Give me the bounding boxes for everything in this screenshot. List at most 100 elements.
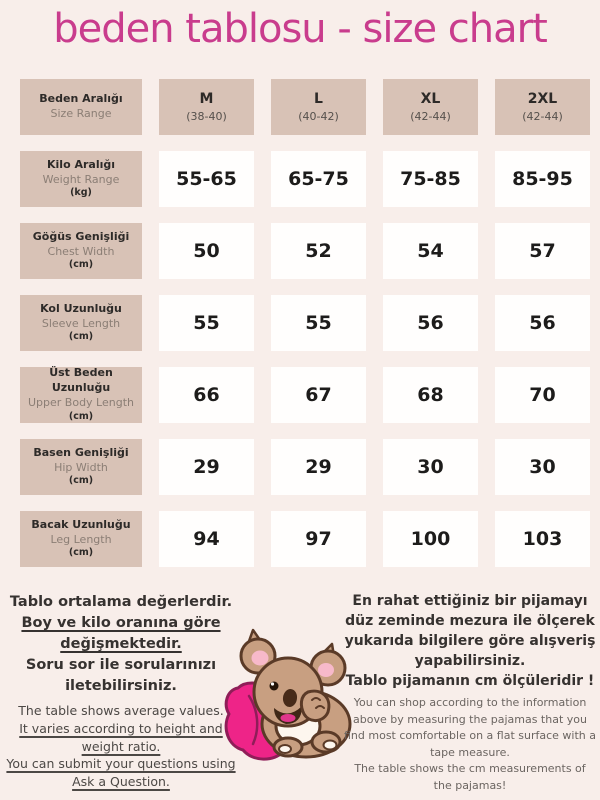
note-en-measure-instructions: You can shop according to the informatio… — [344, 696, 596, 759]
row-label-leg-length: Bacak Uzunluğu Leg Length (cm) — [20, 511, 142, 567]
value-cell: 55-65 — [159, 151, 254, 207]
cell-value: 57 — [529, 240, 556, 262]
row-unit: (cm) — [68, 410, 94, 422]
cell-value: 55 — [193, 312, 220, 334]
row-label-sleeve-length: Kol Uzunluğu Sleeve Length (cm) — [20, 295, 142, 351]
row-label-tr: Kilo Aralığı — [47, 157, 115, 171]
note-tr-varies: Boy ve kilo oranına göre değişmektedir. — [21, 615, 221, 653]
row-label-en: Hip Width — [54, 460, 108, 474]
notes-left: Tablo ortalama değerlerdir. Boy ve kilo … — [2, 592, 240, 791]
size-name: M — [199, 91, 214, 107]
note-en-cm-measurements: The table shows the cm measurements of t… — [354, 762, 586, 792]
cell-value: 70 — [529, 384, 556, 406]
row-label-tr: Üst Beden Uzunluğu — [49, 366, 113, 395]
value-cell: 56 — [495, 295, 590, 351]
size-range: (40-42) — [298, 110, 339, 123]
cell-value: 54 — [417, 240, 444, 262]
value-cell: 100 — [383, 511, 478, 567]
row-unit: (cm) — [68, 259, 94, 271]
cell-value: 97 — [305, 528, 332, 550]
cell-value: 66 — [193, 384, 220, 406]
cell-value: 55-65 — [176, 168, 237, 190]
header-size-xl: XL (42-44) — [383, 79, 478, 135]
cell-value: 50 — [193, 240, 220, 262]
size-name: L — [314, 91, 323, 107]
note-tr-average-values: Tablo ortalama değerlerdir. — [9, 594, 233, 610]
row-label-tr: Göğüs Genişliği — [32, 229, 130, 243]
value-cell: 94 — [159, 511, 254, 567]
value-cell: 56 — [383, 295, 478, 351]
cell-value: 94 — [193, 528, 220, 550]
row-label-en: Weight Range — [42, 172, 120, 186]
row-label-en: Sleeve Length — [41, 316, 121, 330]
cell-value: 56 — [529, 312, 556, 334]
cell-value: 67 — [305, 384, 332, 406]
cell-value: 75-85 — [400, 168, 461, 190]
cell-value: 55 — [305, 312, 332, 334]
header-size-range: Beden Aralığı Size Range — [20, 79, 142, 135]
row-unit: (cm) — [68, 475, 94, 487]
size-name: 2XL — [527, 91, 558, 107]
row-label-tr: Kol Uzunluğu — [40, 301, 122, 315]
size-range: (38-40) — [186, 110, 227, 123]
cell-value: 30 — [529, 456, 556, 478]
header-size-2xl: 2XL (42-44) — [495, 79, 590, 135]
value-cell: 55 — [271, 295, 366, 351]
value-cell: 97 — [271, 511, 366, 567]
row-label-chest-width: Göğüs Genişliği Chest Width (cm) — [20, 223, 142, 279]
value-cell: 30 — [495, 439, 590, 495]
note-tr-ask-question: Soru sor ile sorularınızı iletebilirsini… — [25, 657, 217, 695]
cell-value: 30 — [417, 456, 444, 478]
value-cell: 57 — [495, 223, 590, 279]
value-cell: 103 — [495, 511, 590, 567]
cell-value: 85-95 — [512, 168, 573, 190]
size-range: (42-44) — [522, 110, 563, 123]
cell-value: 29 — [305, 456, 332, 478]
value-cell: 50 — [159, 223, 254, 279]
value-cell: 75-85 — [383, 151, 478, 207]
size-range: (42-44) — [410, 110, 451, 123]
value-cell: 85-95 — [495, 151, 590, 207]
cell-value: 52 — [305, 240, 332, 262]
value-cell: 54 — [383, 223, 478, 279]
value-cell: 66 — [159, 367, 254, 423]
row-label-en: Leg Length — [50, 532, 112, 546]
size-name: XL — [420, 91, 441, 107]
value-cell: 52 — [271, 223, 366, 279]
cell-value: 103 — [522, 528, 563, 550]
value-cell: 55 — [159, 295, 254, 351]
note-tr-measure-instructions: En rahat ettiğiniz bir pijamayı düz zemi… — [344, 593, 596, 669]
row-label-weight-range: Kilo Aralığı Weight Range (kg) — [20, 151, 142, 207]
value-cell: 67 — [271, 367, 366, 423]
koala-mascot-illustration — [224, 628, 352, 761]
note-en-ask-question: You can submit your questions using Ask … — [6, 756, 236, 790]
note-en-varies: It varies according to height and weight… — [19, 720, 223, 754]
value-cell: 68 — [383, 367, 478, 423]
value-cell: 29 — [159, 439, 254, 495]
cell-value: 68 — [417, 384, 444, 406]
row-label-tr: Bacak Uzunluğu — [31, 517, 131, 531]
value-cell: 70 — [495, 367, 590, 423]
size-chart-table: Beden Aralığı Size Range M (38-40) L (40… — [20, 79, 590, 567]
page-title: beden tablosu - size chart — [53, 6, 548, 52]
cell-value: 29 — [193, 456, 220, 478]
row-unit: (cm) — [68, 331, 94, 343]
header-label-tr: Beden Aralığı — [39, 92, 123, 106]
row-unit: (cm) — [68, 547, 94, 559]
value-cell: 65-75 — [271, 151, 366, 207]
value-cell: 30 — [383, 439, 478, 495]
row-label-hip-width: Basen Genişliği Hip Width (cm) — [20, 439, 142, 495]
row-label-upper-body-length: Üst Beden Uzunluğu Upper Body Length (cm… — [20, 366, 142, 423]
cell-value: 65-75 — [288, 168, 349, 190]
header-label-en: Size Range — [50, 107, 112, 120]
cell-value: 56 — [417, 312, 444, 334]
header-size-l: L (40-42) — [271, 79, 366, 135]
row-label-en: Upper Body Length — [27, 396, 134, 410]
row-label-tr: Basen Genişliği — [33, 445, 129, 459]
note-tr-cm-measurements: Tablo pijamanın cm ölçüleridir ! — [345, 672, 595, 689]
row-unit: (kg) — [70, 187, 92, 199]
cell-value: 100 — [410, 528, 451, 550]
value-cell: 29 — [271, 439, 366, 495]
row-label-en: Chest Width — [47, 244, 115, 258]
notes-right: En rahat ettiğiniz bir pijamayı düz zemi… — [344, 592, 596, 794]
